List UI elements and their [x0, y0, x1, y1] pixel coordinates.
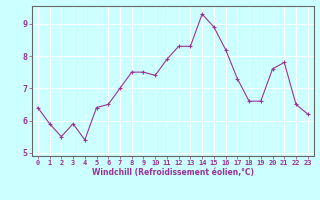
X-axis label: Windchill (Refroidissement éolien,°C): Windchill (Refroidissement éolien,°C) [92, 168, 254, 177]
